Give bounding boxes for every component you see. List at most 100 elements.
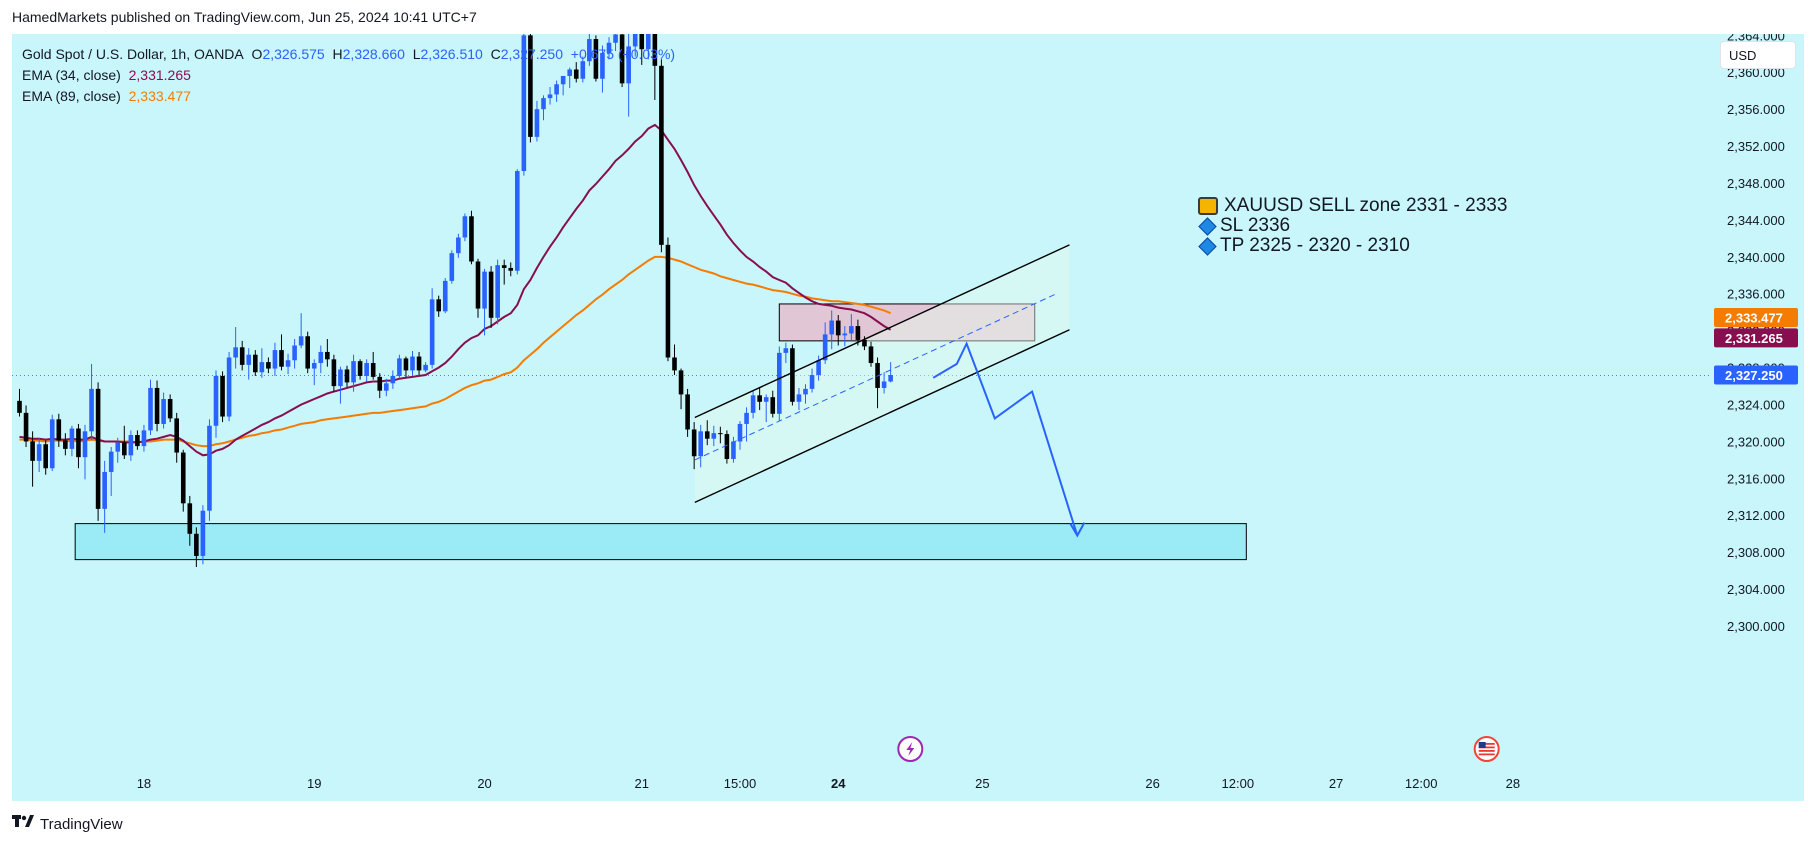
- candle-body: [541, 98, 546, 110]
- price-badge-label: 2,331.265: [1725, 331, 1783, 346]
- y-tick-label: 2,348.000: [1727, 176, 1785, 191]
- candle-body: [790, 348, 795, 402]
- note-text-2: SL 2336: [1220, 215, 1291, 236]
- blue-diamond-icon: [1198, 236, 1217, 256]
- candle-body: [397, 358, 402, 376]
- candle-body: [63, 440, 68, 449]
- candle-body: [855, 326, 861, 340]
- channel-lower: [694, 329, 1070, 504]
- candle-body: [30, 441, 35, 461]
- y-tick-label: 2,324.000: [1727, 397, 1785, 412]
- candle-body: [731, 441, 736, 460]
- change-value: +0.675 (+0.03%): [570, 46, 676, 62]
- candle-body: [311, 363, 317, 369]
- channel-mid: [694, 292, 1059, 461]
- y-tick-label: 2,316.000: [1727, 471, 1785, 486]
- candle-body: [49, 419, 55, 469]
- x-tick-label: 20: [477, 776, 491, 791]
- candle-body: [639, 34, 645, 50]
- candle-body: [587, 39, 592, 62]
- candle-body: [508, 267, 514, 271]
- ema89-label[interactable]: EMA (89, close): [22, 88, 121, 104]
- candle-body: [89, 388, 94, 432]
- y-tick-label: 2,304.000: [1727, 582, 1785, 597]
- chart-svg[interactable]: 2,300.000 2,304.000 2,308.000 2,312.000 2,31…: [12, 34, 1804, 801]
- price-badge: [1714, 308, 1798, 328]
- chart-pane[interactable]: 2,300.000 2,304.000 2,308.000 2,312.000 2,31…: [12, 34, 1804, 801]
- x-tick-label: 26: [1145, 776, 1159, 791]
- target-zone: [74, 523, 1247, 561]
- legend-ema89-row[interactable]: EMA (89, close) 2,333.477: [22, 86, 675, 107]
- candle-body: [279, 350, 284, 367]
- candle-body: [862, 339, 867, 347]
- candle-body: [23, 412, 29, 442]
- candle-body: [331, 359, 337, 387]
- x-tick-label: 12:00: [1405, 776, 1438, 791]
- legend-ema34-row[interactable]: EMA (34, close) 2,331.265: [22, 65, 675, 86]
- candle-body: [344, 369, 350, 383]
- candle-body: [141, 430, 147, 447]
- candle-body: [560, 75, 566, 85]
- low-label: L: [412, 46, 421, 62]
- candle-body: [672, 357, 677, 371]
- candle-body: [325, 351, 330, 360]
- candle-body: [652, 34, 658, 66]
- projection-path: [932, 341, 1079, 536]
- candle-body: [449, 253, 455, 281]
- price-badge-label: 2,333.477: [1725, 311, 1783, 326]
- candle-body: [76, 428, 81, 458]
- candle-body: [770, 397, 776, 414]
- candle-body: [881, 381, 887, 388]
- footer-brand[interactable]: TradingView: [12, 815, 123, 833]
- ema34-line: [19, 123, 892, 457]
- y-tick-label: 2,312.000: [1727, 508, 1785, 523]
- candle-body: [266, 362, 271, 369]
- candle-body: [36, 444, 42, 461]
- candle-body: [403, 358, 409, 371]
- candle-body: [292, 345, 297, 361]
- currency-button[interactable]: USD: [1720, 41, 1796, 69]
- x-tick-label: 18: [137, 776, 151, 791]
- candle-body: [718, 433, 723, 435]
- candle-body: [253, 354, 258, 373]
- legend-ohlc-row[interactable]: Gold Spot / U.S. Dollar, 1h, OANDA O 2,32…: [22, 44, 675, 65]
- trade-note[interactable]: XAUUSD SELL zone 2331 - 2333 SL 2336 TP …: [1198, 196, 1507, 256]
- x-tick-label: 28: [1506, 776, 1520, 791]
- y-tick-label: 2,352.000: [1727, 139, 1785, 154]
- note-text-1: XAUUSD SELL zone 2331 - 2333: [1224, 195, 1508, 216]
- candle-body: [665, 244, 671, 358]
- candle-body: [744, 412, 749, 424]
- candle-body: [711, 433, 717, 439]
- close-value: 2,327.250: [500, 46, 564, 62]
- symbol-label[interactable]: Gold Spot / U.S. Dollar, 1h, OANDA: [22, 46, 244, 62]
- candle-body: [515, 171, 520, 271]
- candle-body: [200, 510, 206, 556]
- flag-stripe: [1478, 753, 1495, 756]
- y-tick-label: 2,320.000: [1727, 434, 1785, 449]
- candle-body: [613, 34, 618, 43]
- candle-body: [632, 34, 638, 47]
- candle-body: [338, 369, 343, 387]
- high-label: H: [332, 46, 343, 62]
- candle-body: [122, 442, 127, 456]
- candle-body: [816, 360, 821, 376]
- candle-body: [390, 375, 396, 384]
- publish-header: HamedMarkets published on TradingView.co…: [12, 9, 477, 25]
- candle-body: [207, 425, 212, 511]
- x-tick-label: 12:00: [1222, 776, 1255, 791]
- ema34-label[interactable]: EMA (34, close): [22, 67, 121, 83]
- candle-body: [180, 452, 186, 504]
- candle-body: [606, 42, 612, 53]
- price-badge-label: 2,327.250: [1725, 368, 1783, 383]
- candle-body: [482, 271, 487, 309]
- price-badge: [1714, 365, 1798, 385]
- candle-body: [835, 320, 841, 336]
- note-line-sell-zone: XAUUSD SELL zone 2331 - 2333: [1198, 196, 1507, 216]
- candle-body: [305, 336, 310, 369]
- candle-body: [796, 394, 802, 402]
- candle-body: [600, 52, 605, 79]
- note-line-sl: SL 2336: [1198, 216, 1507, 236]
- candle-body: [547, 94, 553, 99]
- open-label: O: [251, 46, 263, 62]
- candle-body: [436, 299, 441, 312]
